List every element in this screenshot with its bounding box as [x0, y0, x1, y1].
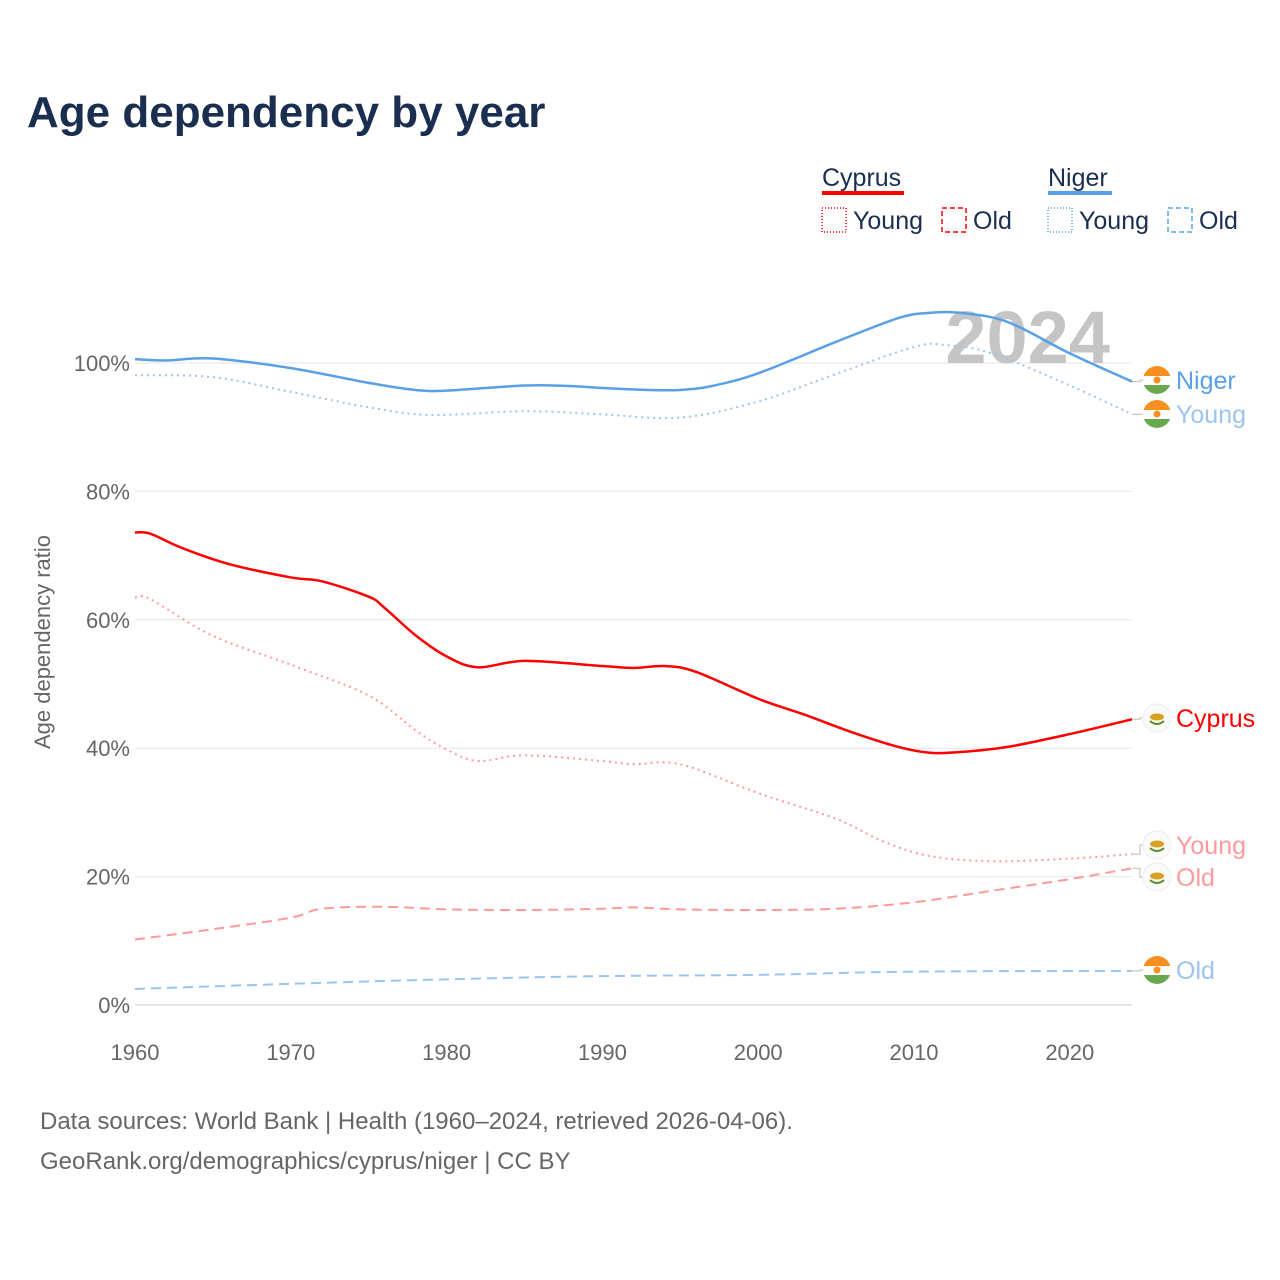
x-tick-label: 1990 — [578, 1040, 627, 1065]
series-end-label: Old — [1176, 864, 1215, 892]
legend-item-label[interactable]: Old — [1199, 207, 1238, 235]
legend-swatch-young[interactable] — [821, 207, 847, 233]
niger-flag-icon — [1143, 400, 1171, 428]
legend-item-label[interactable]: Young — [853, 207, 923, 235]
y-tick-label: 40% — [86, 736, 130, 761]
source-note: Data sources: World Bank | Health (1960–… — [40, 1108, 793, 1135]
series-line-niger-old[interactable] — [134, 969, 1133, 990]
cyprus-flag-icon — [1142, 862, 1172, 892]
y-axis-label: Age dependency ratio — [30, 535, 55, 749]
cyprus-flag-icon — [1142, 703, 1172, 733]
x-tick-label: 1970 — [266, 1040, 315, 1065]
legend-item-label[interactable]: Old — [973, 207, 1012, 235]
series-line-niger-young[interactable] — [134, 342, 1133, 420]
series-end-label: Cyprus — [1176, 705, 1255, 733]
x-tick-label: 2020 — [1045, 1040, 1094, 1065]
series-line-cyprus-young[interactable] — [134, 594, 1133, 863]
y-tick-label: 0% — [98, 993, 130, 1018]
y-tick-label: 60% — [86, 608, 130, 633]
y-tick-label: 80% — [86, 479, 130, 504]
legend-country-swatch — [1048, 191, 1112, 195]
legend-swatch-old[interactable] — [1167, 207, 1193, 233]
x-tick-label: 2000 — [734, 1040, 783, 1065]
legend-country-niger[interactable]: Niger — [1048, 164, 1108, 192]
x-tick-label: 2010 — [890, 1040, 939, 1065]
y-tick-label: 100% — [74, 351, 130, 376]
series-end-label: Young — [1176, 401, 1246, 429]
year-watermark: 2024 — [945, 296, 1110, 379]
series-line-niger[interactable] — [134, 310, 1133, 393]
legend-country-swatch — [822, 191, 904, 195]
series-end-label: Niger — [1176, 367, 1236, 395]
series-end-label: Young — [1176, 832, 1246, 860]
x-tick-label: 1960 — [111, 1040, 160, 1065]
legend-item-label[interactable]: Young — [1079, 207, 1149, 235]
legend-swatch-old[interactable] — [941, 207, 967, 233]
x-tick-label: 1980 — [422, 1040, 471, 1065]
legend-country-cyprus[interactable]: Cyprus — [822, 164, 901, 192]
series-line-cyprus-old[interactable] — [134, 867, 1133, 941]
cyprus-flag-icon — [1142, 830, 1172, 860]
source-link[interactable]: GeoRank.org/demographics/cyprus/niger | … — [40, 1148, 571, 1175]
y-tick-label: 20% — [86, 865, 130, 890]
legend-swatch-young[interactable] — [1047, 207, 1073, 233]
niger-flag-icon — [1143, 956, 1171, 984]
page-title: Age dependency by year — [27, 88, 546, 137]
series-line-cyprus[interactable] — [134, 530, 1133, 755]
niger-flag-icon — [1143, 366, 1171, 394]
series-end-label: Old — [1176, 957, 1215, 985]
